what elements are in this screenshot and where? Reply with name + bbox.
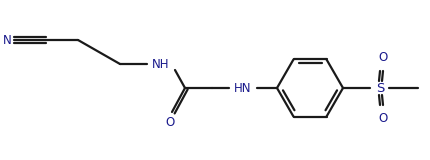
Text: S: S	[376, 81, 384, 95]
Text: HN: HN	[234, 81, 252, 95]
Text: NH: NH	[152, 57, 170, 71]
Text: O: O	[166, 116, 175, 128]
Text: N: N	[3, 33, 11, 47]
Text: O: O	[378, 112, 387, 125]
Text: O: O	[378, 51, 387, 64]
